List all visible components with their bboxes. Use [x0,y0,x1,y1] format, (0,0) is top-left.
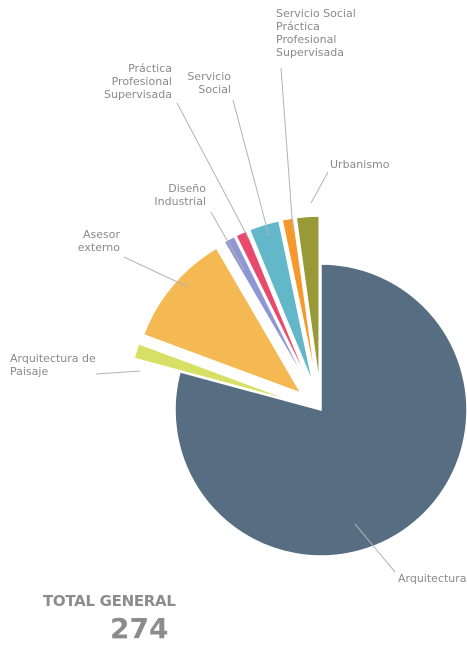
leader-line-2 [123,256,189,288]
leader-line-6 [280,67,294,232]
slice-label-line: Social [198,83,231,96]
slice-label-line: Profesional [112,75,172,88]
total-general-value: 274 [110,612,168,645]
leader-line-4 [176,102,251,242]
slice-label-line: Paisaje [10,365,48,378]
pie-slice-4 [234,229,311,387]
slice-label-line: Servicio Social [276,7,356,20]
slice-label-0: Arquitectura [398,572,467,585]
leader-line-1 [95,370,141,375]
slice-label-line: externo [78,241,120,254]
leader-lines [95,67,396,573]
slice-label-line: Profesional [276,33,336,46]
pie-slices [133,215,467,557]
pie-slice-7 [295,215,320,385]
pie-slice-6 [281,217,318,385]
slice-label-line: Industrial [154,195,206,208]
leader-line-3 [210,211,245,271]
slice-label-1: Arquitectura de Paisaje [10,352,96,378]
pie-slice-5 [248,219,315,386]
slice-label-line: Práctica [128,62,172,75]
slice-label-line: Asesor [83,228,120,241]
slice-label-6: Servicio Social Práctica Profesional Superv… [276,7,356,59]
slice-label-2: Asesor externo [78,228,121,254]
slice-label-line: Urbanismo [330,158,390,171]
slice-labels: Arquitectura Arquitectura de Paisaje Asesor… [10,7,467,585]
slice-label-line: Práctica [276,20,320,33]
slice-label-line: Supervisada [276,46,344,59]
total-general-label: TOTAL GENERAL [43,592,176,610]
pie-slice-0 [174,263,467,557]
leader-line-7 [310,171,329,204]
slice-label-line: Diseño [168,182,206,195]
slice-label-line: Arquitectura [398,572,467,585]
slice-label-line: Supervisada [104,88,172,101]
pie-slice-1 [133,342,297,403]
pie-slice-3 [223,235,310,388]
slice-label-5: Servicio Social [187,70,231,96]
slice-label-3: Diseño Industrial [154,182,206,208]
leader-line-5 [232,99,270,237]
leader-line-0 [354,523,396,573]
slice-label-4: Práctica Profesional Supervisada [104,62,172,101]
slice-label-7: Urbanismo [330,158,390,171]
slice-label-line: Arquitectura de [10,352,96,365]
slice-label-line: Servicio [187,70,231,83]
